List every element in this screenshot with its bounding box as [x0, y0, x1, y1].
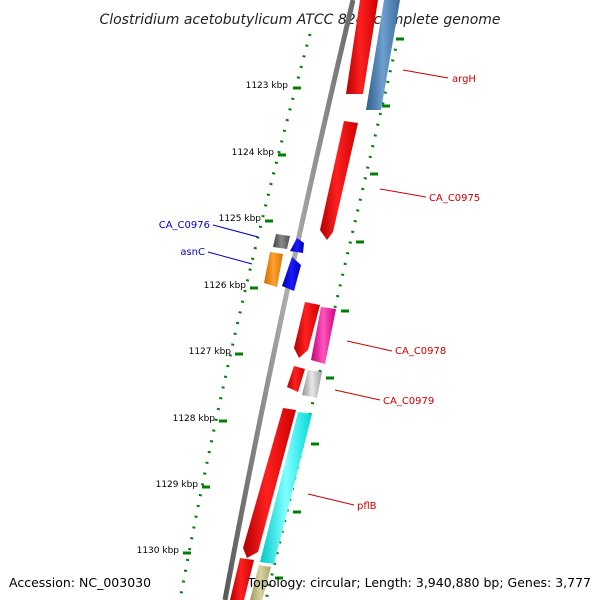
- gene-label-pflB: pflB: [357, 501, 377, 512]
- cds-CA_C0976: [273, 234, 290, 249]
- cds-asnC: [264, 252, 283, 287]
- gene-label-argH: argH: [452, 74, 476, 85]
- topology-text: Topology: circular; Length: 3,940,880 bp…: [247, 575, 591, 590]
- scale-labels: 1123 kbp 1124 kbp 1125 kbp 1126 kbp 1127…: [137, 81, 289, 556]
- scale-label-1130: 1130 kbp: [137, 546, 180, 556]
- leader-CA_C0978: [346, 340, 393, 352]
- cds-CA_C0975: [320, 121, 358, 240]
- scale-label-1129: 1129 kbp: [156, 480, 199, 490]
- scale-label-1127: 1127 kbp: [189, 347, 232, 357]
- cds-red-1127: [294, 302, 320, 358]
- gene-label-CA_C0978: CA_C0978: [395, 346, 446, 357]
- cds-pflB: [260, 412, 312, 564]
- gene-label-asnC: asnC: [180, 247, 205, 258]
- gene-label-CA_C0975: CA_C0975: [429, 193, 480, 204]
- leader-CA_C0975: [379, 188, 427, 198]
- scale-label-1123: 1123 kbp: [246, 81, 289, 91]
- outer-scale-ticks: [275, 37, 404, 580]
- gene-labels: argH CA_C0975 CA_C0976 asnC CA_C0978 CA_…: [159, 74, 481, 512]
- cds-argH-steel: [366, 0, 400, 110]
- scale-label-1124: 1124 kbp: [232, 148, 275, 158]
- cds-bottom-red: [230, 558, 254, 600]
- gene-features: [230, 0, 400, 600]
- leader-asnC: [207, 251, 253, 265]
- leader-pflB: [307, 493, 355, 506]
- scale-label-1126: 1126 kbp: [204, 281, 247, 291]
- inner-scale-ticks: [183, 86, 301, 555]
- cds-red-small: [287, 366, 305, 392]
- cds-long-red: [243, 408, 296, 558]
- cds-CA_C0978: [311, 307, 336, 364]
- scale-label-1125: 1125 kbp: [219, 214, 262, 224]
- leader-CA_C0976: [212, 224, 259, 238]
- cds-CA_C0979: [302, 370, 322, 398]
- gene-label-CA_C0976: CA_C0976: [159, 220, 210, 231]
- inner-dotted-scale: [178, 33, 312, 600]
- leader-argH: [402, 69, 449, 79]
- leader-CA_C0979: [334, 389, 381, 401]
- map-title: Clostridium acetobutylicum ATCC 824, com…: [99, 12, 500, 28]
- cds-top-red: [346, 0, 378, 94]
- cds-blue-small: [290, 238, 304, 253]
- cds-bottom-khaki: [250, 565, 271, 600]
- label-leaders: [207, 69, 449, 506]
- gene-label-CA_C0979: CA_C0979: [383, 396, 434, 407]
- cds-blue-large: [282, 257, 301, 291]
- genome-backbone: [222, 0, 356, 600]
- scale-label-1128: 1128 kbp: [173, 414, 216, 424]
- accession-text: Accession: NC_003030: [9, 575, 151, 590]
